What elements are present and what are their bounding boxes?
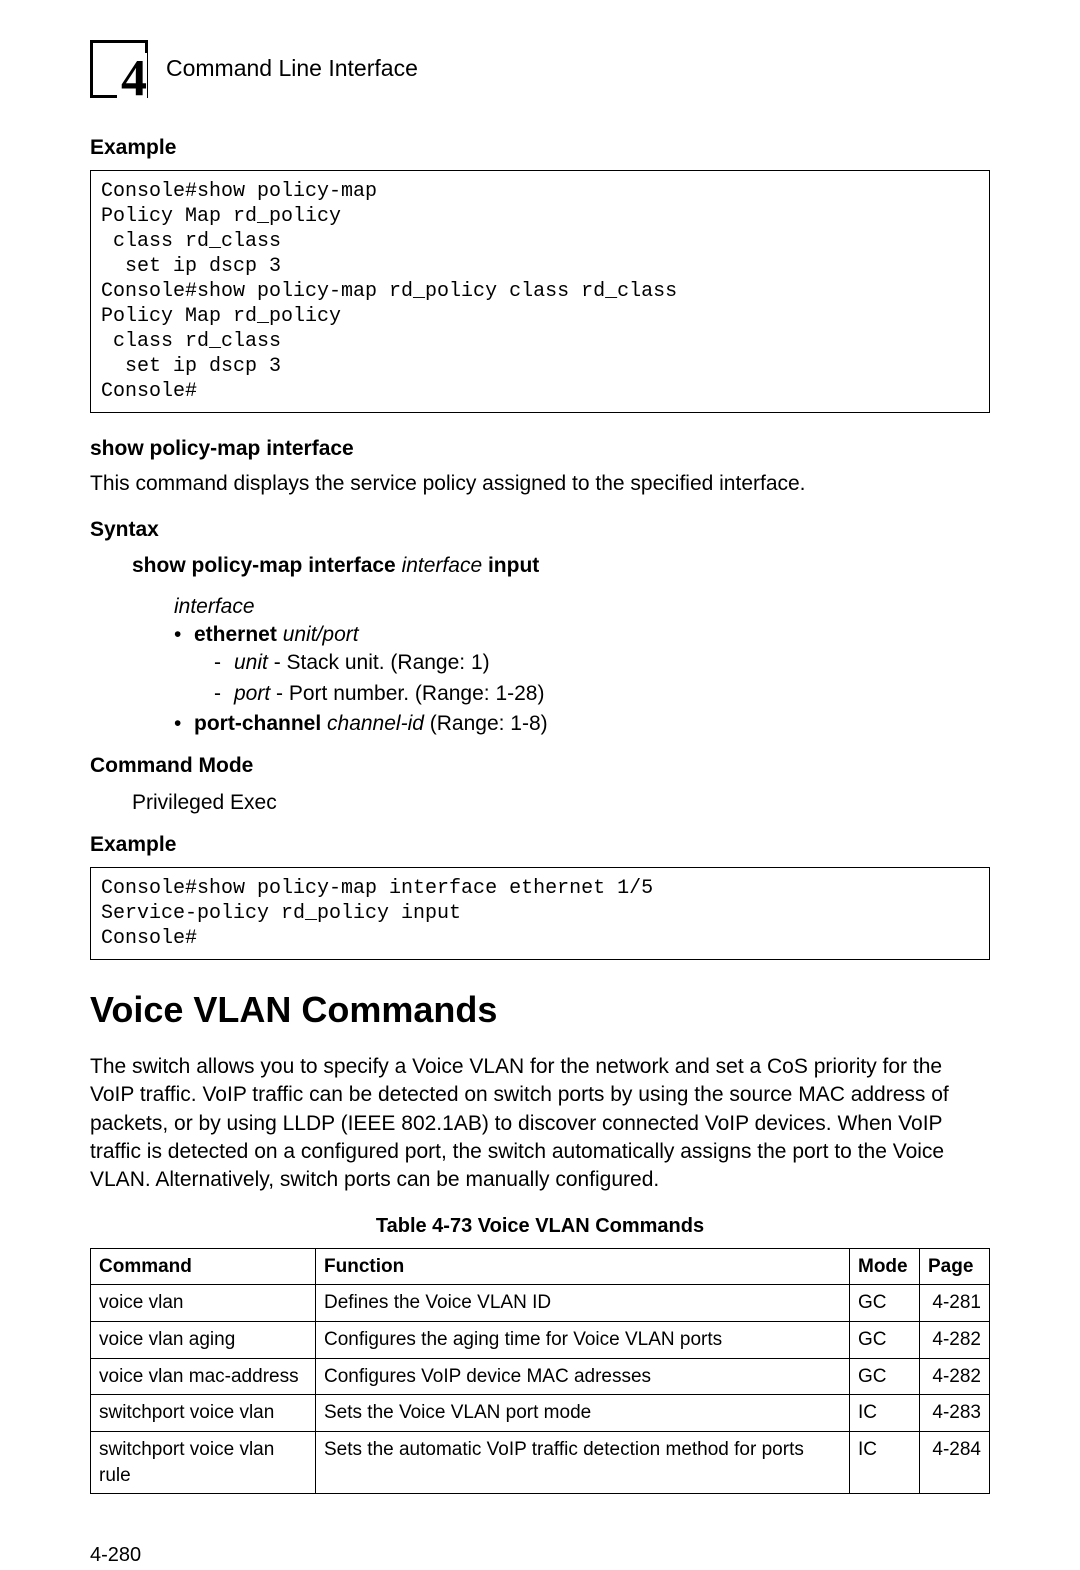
cell-mode: GC [850,1322,920,1359]
th-command: Command [91,1248,316,1285]
cell-mode: IC [850,1395,920,1432]
page-header: 4 Command Line Interface [90,40,990,98]
voice-vlan-commands-table: Command Function Mode Page voice vlan De… [90,1248,990,1494]
voice-vlan-heading: Voice VLAN Commands [90,986,990,1035]
chapter-number-box: 4 [90,40,148,98]
cell-command: switchport voice vlan [91,1395,316,1432]
syntax-prefix: show policy-map interface [132,554,396,577]
port-channel-option: port-channel channel-id (Range: 1-8) [174,710,990,738]
table-row: voice vlan aging Configures the aging ti… [91,1322,990,1359]
port-channel-keyword: port-channel [194,712,321,735]
voice-vlan-description: The switch allows you to specify a Voice… [90,1053,990,1195]
cell-page: 4-282 [920,1322,990,1359]
unit-desc: - Stack unit. (Range: 1) [268,651,490,674]
cell-command: voice vlan aging [91,1322,316,1359]
header-title: Command Line Interface [166,53,418,84]
command-title: show policy-map interface [90,435,990,463]
page-number: 4-280 [90,1542,990,1569]
interface-label: interface [174,593,990,621]
ethernet-keyword: ethernet [194,623,277,646]
cell-mode: IC [850,1431,920,1493]
syntax-heading: Syntax [90,516,990,544]
chapter-number: 4 [117,53,147,105]
example-code-block-2: Console#show policy-map interface ethern… [90,867,990,960]
cell-function: Defines the Voice VLAN ID [316,1285,850,1322]
cell-page: 4-282 [920,1358,990,1395]
table-row: switchport voice vlan rule Sets the auto… [91,1431,990,1493]
cell-page: 4-281 [920,1285,990,1322]
cell-function: Sets the automatic VoIP traffic detectio… [316,1431,850,1493]
syntax-suffix: input [488,554,539,577]
ethernet-sub-list: unit - Stack unit. (Range: 1) port - Por… [214,649,990,708]
interface-options-list: ethernet unit/port unit - Stack unit. (R… [174,621,990,738]
cell-page: 4-283 [920,1395,990,1432]
table-row: switchport voice vlan Sets the Voice VLA… [91,1395,990,1432]
example2-heading: Example [90,831,990,859]
table-caption: Table 4-73 Voice VLAN Commands [90,1213,990,1240]
example-heading: Example [90,134,990,162]
table-row: voice vlan mac-address Configures VoIP d… [91,1358,990,1395]
cell-mode: GC [850,1358,920,1395]
ethernet-option: ethernet unit/port unit - Stack unit. (R… [174,621,990,708]
syntax-interface-param: interface [402,554,483,577]
cell-function: Sets the Voice VLAN port mode [316,1395,850,1432]
command-description: This command displays the service policy… [90,470,990,498]
port-channel-param: channel-id [327,712,424,735]
cell-function: Configures VoIP device MAC adresses [316,1358,850,1395]
th-mode: Mode [850,1248,920,1285]
command-mode-value: Privileged Exec [132,789,990,817]
th-page: Page [920,1248,990,1285]
cell-command: switchport voice vlan rule [91,1431,316,1493]
cell-mode: GC [850,1285,920,1322]
table-row: voice vlan Defines the Voice VLAN ID GC … [91,1285,990,1322]
syntax-command-line: show policy-map interface interface inpu… [132,552,990,580]
cell-command: voice vlan mac-address [91,1358,316,1395]
cell-page: 4-284 [920,1431,990,1493]
port-desc: - Port number. (Range: 1-28) [270,682,544,705]
cell-command: voice vlan [91,1285,316,1322]
command-mode-heading: Command Mode [90,752,990,780]
unit-item: unit - Stack unit. (Range: 1) [214,649,990,677]
port-label: port [234,682,270,705]
ethernet-params: unit/port [283,623,359,646]
th-function: Function [316,1248,850,1285]
table-header-row: Command Function Mode Page [91,1248,990,1285]
port-channel-suffix: (Range: 1-8) [424,712,548,735]
port-item: port - Port number. (Range: 1-28) [214,680,990,708]
syntax-detail-block: interface ethernet unit/port unit - Stac… [174,593,990,739]
example-code-block-1: Console#show policy-map Policy Map rd_po… [90,170,990,413]
unit-label: unit [234,651,268,674]
cell-function: Configures the aging time for Voice VLAN… [316,1322,850,1359]
